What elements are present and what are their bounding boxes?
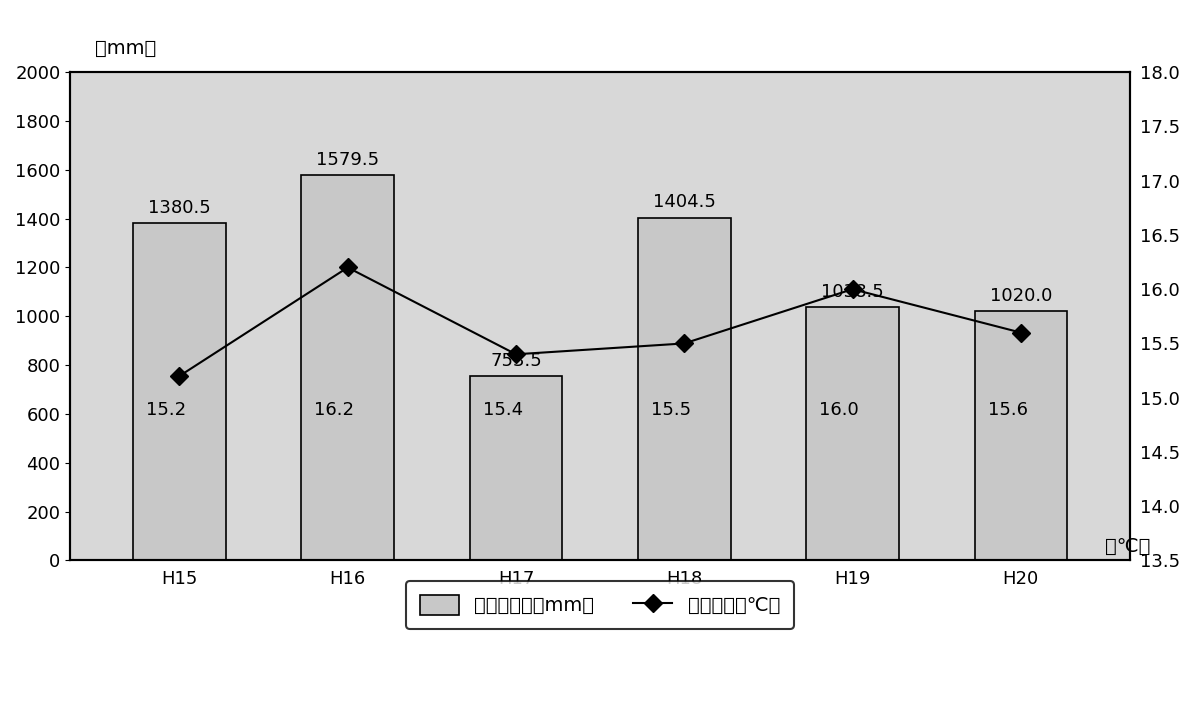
- Bar: [470, 377, 563, 560]
- Bar: [807, 307, 899, 560]
- Legend: 年間降水量（mm）, 平均気温（℃）: 年間降水量（mm）, 平均気温（℃）: [406, 581, 793, 629]
- Text: （mm）: （mm）: [96, 39, 157, 58]
- Text: 15.5: 15.5: [651, 400, 691, 419]
- Text: （℃）: （℃）: [1105, 537, 1151, 556]
- Text: 1038.5: 1038.5: [821, 283, 884, 301]
- Text: 1380.5: 1380.5: [148, 199, 210, 217]
- Text: 1579.5: 1579.5: [317, 151, 379, 169]
- Text: 15.6: 15.6: [987, 400, 1028, 419]
- Text: 1020.0: 1020.0: [989, 288, 1052, 306]
- Bar: [133, 224, 226, 560]
- Bar: [974, 311, 1067, 560]
- Text: 753.5: 753.5: [490, 352, 541, 370]
- Text: 16.0: 16.0: [820, 400, 859, 419]
- Bar: [638, 218, 730, 560]
- Text: 15.2: 15.2: [146, 400, 186, 419]
- Text: 16.2: 16.2: [314, 400, 355, 419]
- Text: 15.4: 15.4: [483, 400, 523, 419]
- Text: 1404.5: 1404.5: [652, 193, 716, 211]
- Bar: [301, 175, 394, 560]
